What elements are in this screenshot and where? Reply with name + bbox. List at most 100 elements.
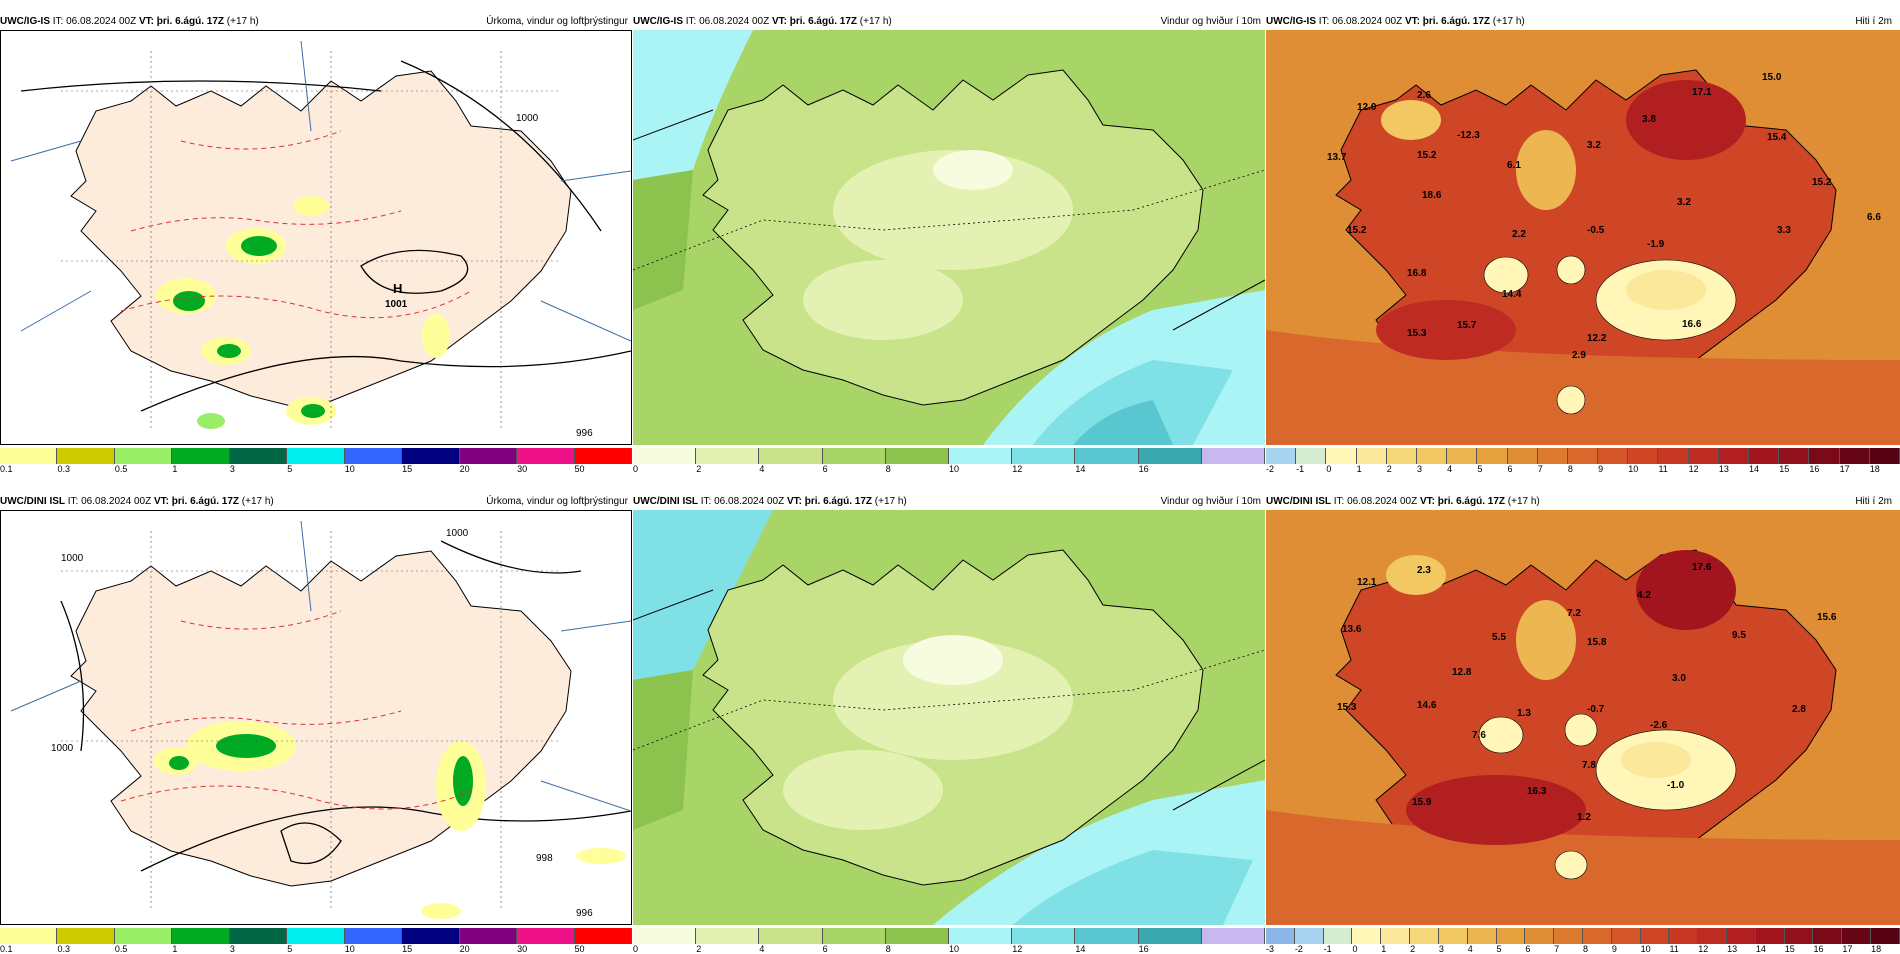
legend-swatches [0,928,632,944]
model-name: UWC/DINI ISL [633,496,698,507]
legend-swatch [1496,928,1526,944]
legend-tick-label: 3 [229,944,235,954]
legend-swatch [1507,448,1538,464]
legend-swatch [633,448,697,464]
temp-map: 12.0 2.6 -12.3 17.1 15.0 3.8 13.7 15.2 6.1 3.2 15.… [1266,30,1900,445]
it-label: IT: [52,16,64,27]
legend-swatch [759,928,823,944]
temp-value-label: 9.5 [1732,630,1746,641]
legend-swatch [172,928,230,944]
legend-tick-label: 10 [949,944,960,954]
legend-swatch [1640,928,1670,944]
it-value: 06.08.2024 00Z [66,16,137,27]
legend-swatch [822,448,886,464]
legend-swatch [1416,448,1448,464]
panel-title: Úrkoma, vindur og loftþrýstingur [486,496,628,507]
legend-swatch [1869,448,1900,464]
panel-header: UWC/DINI ISL IT: 06.08.2024 00Z VT: þri.… [0,494,274,509]
temp-value-label: 12.1 [1357,577,1377,588]
legend-tick-label: 1 [172,464,178,474]
legend-tick-label: 12 [1012,944,1023,954]
legend-tick-label: -3 [1266,944,1275,954]
legend-tick-label: 2 [1410,944,1416,954]
it-value: 06.08.2024 00Z [1347,496,1418,507]
it-label: IT: [67,496,79,507]
legend-swatches [1266,448,1900,464]
legend-tick-label: 6 [1525,944,1531,954]
lead-time: (+17 h) [859,16,892,27]
legend-tick-label: 6 [822,944,828,954]
legend-tick-label: 12 [1698,944,1709,954]
vt-label: VT: [771,16,787,27]
legend-tick-label: 0.5 [114,464,128,474]
legend-tick-label: 5 [1477,464,1483,474]
panel-title: Úrkoma, vindur og loftþrýstingur [486,16,628,27]
legend-tick-label: 15 [402,464,413,474]
legend-tick-label: 12 [1688,464,1699,474]
legend-swatch [1012,448,1076,464]
legend-tick-label: 0.1 [0,464,13,474]
vt-value: þri. 6.ágú. 17Z [789,16,857,27]
legend-swatch [1749,448,1780,464]
legend-swatch [114,448,173,464]
temp-value-label: 12.8 [1452,667,1472,678]
precip-panel-bottom: UWC/DINI ISL IT: 06.08.2024 00Z VT: þri.… [0,494,632,954]
legend-swatch [402,928,460,944]
vt-value: þri. 6.ágú. 17Z [804,496,872,507]
temp-value-label: 4.2 [1637,590,1651,601]
pressure-label: 998 [536,853,553,864]
legend-tick-label: 6 [1507,464,1513,474]
legend-swatch [1554,928,1583,944]
legend-tick-label: 8 [1567,464,1573,474]
legend-tick-label: 10 [344,944,355,954]
legend-tick-label: -1 [1323,944,1332,954]
pressure-label: 1000 [516,113,539,124]
legend-swatch [0,928,58,944]
temp-value-label: 7.8 [1582,760,1596,771]
legend-tick-label: 10 [344,464,355,474]
wind-map-svg [633,30,1265,445]
legend-tick-label: -2 [1266,464,1275,474]
lead-time: (+17 h) [1492,16,1525,27]
lead-time: (+17 h) [241,496,274,507]
temp-value-label: 3.0 [1672,673,1686,684]
temp-value-label: 2.8 [1792,704,1806,715]
legend-tick-label: 7 [1554,944,1560,954]
precip-map: 1000 996 H 1001 [0,30,632,445]
wind-legend: 0 2 4 6 8 10 12 14 16 [633,928,1265,954]
legend-swatch [1525,928,1555,944]
legend-tick-label: 0.1 [0,944,13,954]
legend-swatch [1266,928,1295,944]
panel-header: UWC/IG-IS IT: 06.08.2024 00Z VT: þri. 6.… [0,14,259,29]
legend-tick-label: 17 [1839,464,1850,474]
legend-swatch [1438,928,1468,944]
vt-label: VT: [153,496,169,507]
legend-swatch [172,448,230,464]
legend-tick-label: 10 [949,464,960,474]
legend-swatch [948,928,1013,944]
it-label: IT: [700,496,712,507]
legend-tick-label: 3 [1416,464,1422,474]
model-name: UWC/DINI ISL [1266,496,1331,507]
legend-swatch [885,448,949,464]
temp-value-label: 15.8 [1587,637,1607,648]
legend-tick-label: 20 [459,944,470,954]
legend-swatch [1075,928,1139,944]
legend-swatch [517,928,575,944]
legend-swatch [1784,928,1814,944]
temp-value-label: 2.6 [1417,90,1431,101]
lead-time: (+17 h) [226,16,259,27]
legend-swatch [1537,448,1568,464]
precip-map-svg: 1000 996 H 1001 [1,31,631,444]
legend-swatch [1598,448,1629,464]
it-label: IT: [685,16,697,27]
legend-swatch [1075,448,1139,464]
pressure-label: 996 [576,908,593,919]
vt-label: VT: [786,496,802,507]
legend-tick-label: 2 [696,464,702,474]
legend-swatch [1012,928,1076,944]
legend-swatch [114,928,173,944]
legend-tick-label: 4 [1447,464,1453,474]
legend-tick-label: 4 [1467,944,1473,954]
it-value: 06.08.2024 00Z [699,16,770,27]
